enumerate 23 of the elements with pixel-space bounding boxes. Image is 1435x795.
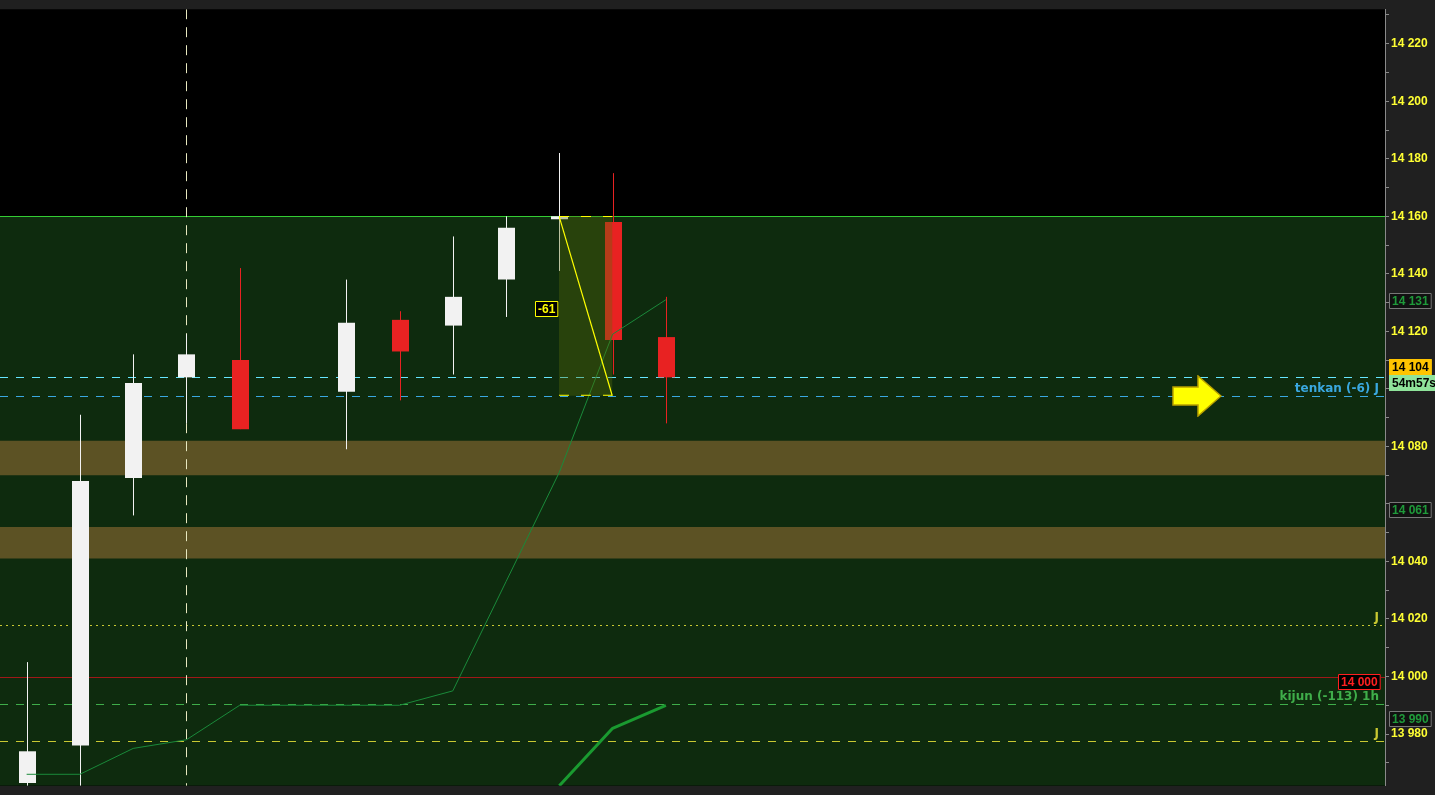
candlestick (178, 333, 195, 424)
y-tick-label: 14 040 (1391, 553, 1429, 568)
text: 54m57s (1392, 376, 1435, 391)
y-tick-label: 14 200 (1391, 93, 1429, 108)
y-tick-label: 14 120 (1391, 323, 1429, 338)
text: 14 131 (1392, 294, 1430, 309)
text: 14 061 (1392, 503, 1430, 518)
text: 14 104 (1392, 360, 1430, 375)
ref-line-label: J (1373, 725, 1379, 740)
annotation: 14 000 (1341, 675, 1379, 690)
y-tick-label: 14 000 (1391, 668, 1429, 683)
y-tick-label: 14 140 (1391, 266, 1429, 281)
ref-line-label: tenkan (-6) J (1294, 380, 1379, 395)
annotation: -61 (538, 302, 556, 317)
ref-line-label: J (1373, 609, 1379, 624)
y-tick-label: 14 220 (1391, 36, 1429, 51)
y-tick-label: 13 980 (1391, 726, 1429, 741)
ref-line-label: kijun (-113) 1h (1279, 688, 1379, 703)
y-tick-label: 14 080 (1391, 438, 1429, 453)
text: 13 990 (1392, 712, 1430, 727)
y-tick-label: 14 180 (1391, 151, 1429, 166)
y-tick-label: 14 020 (1391, 611, 1429, 626)
y-tick-label: 14 160 (1391, 208, 1429, 223)
